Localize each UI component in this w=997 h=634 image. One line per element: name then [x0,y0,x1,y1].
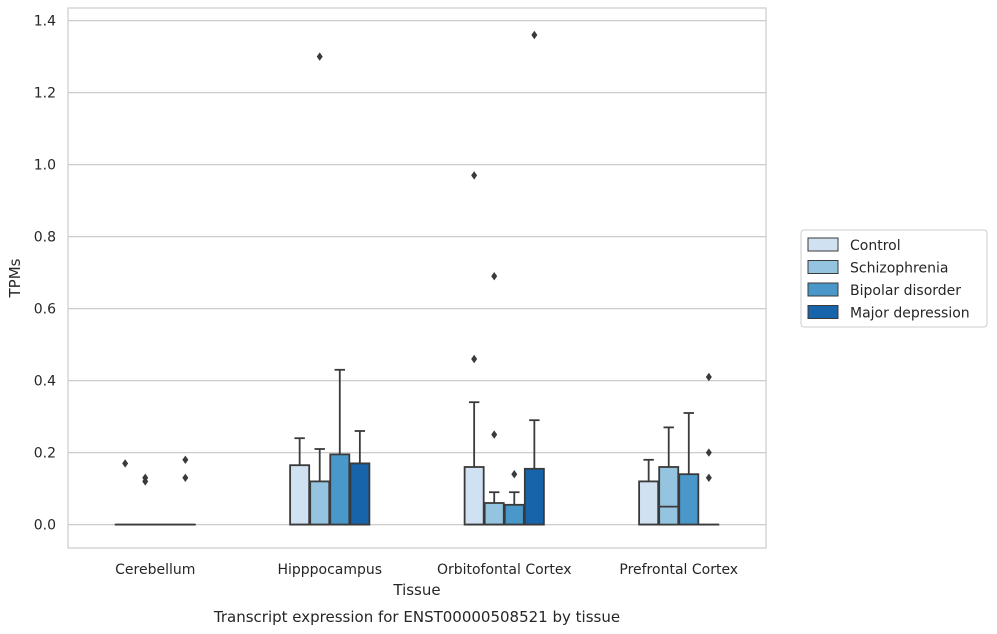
outlier-point [491,272,498,281]
outlier-point [316,52,323,61]
box [638,480,660,526]
y-tick-label: 1.2 [34,86,56,102]
box-bipolar-disorder [678,412,700,526]
outlier-point [705,448,712,457]
chart-caption: Transcript expression for ENST0000050852… [213,608,620,626]
outlier-point [182,473,189,482]
box [523,467,545,526]
outlier-point [705,372,712,382]
x-tick-label: Prefrontal Cortex [619,562,738,578]
box [329,453,351,526]
x-tick-labels: Cerebellum Hipppocampus Orbitofontal Corte… [115,562,738,578]
legend-label: Major depression [850,306,970,322]
outlier-point [122,459,129,468]
box [503,503,525,526]
legend-label: Bipolar disorder [850,283,961,299]
x-tick-label: Cerebellum [115,562,195,578]
box-bipolar-disorder [329,368,351,526]
box-major-depression [174,455,196,526]
y-tick-label: 0.2 [34,446,56,462]
legend-swatch [807,305,839,319]
box [658,466,680,526]
outlier-point [142,473,149,482]
y-tick-label: 0.6 [34,302,56,318]
outlier-point [182,455,189,464]
y-tick-label: 1.4 [34,14,56,30]
box-schizophrenia [134,473,156,526]
legend-swatch [807,260,839,274]
box-schizophrenia [309,52,331,526]
y-tick-label: 1.0 [34,158,56,174]
box [349,462,371,526]
box-control [289,437,311,526]
legend-frame [800,229,988,328]
x-axis-title: Tissue [392,581,440,599]
legend-swatch [807,237,839,252]
outlier-point [471,171,478,180]
legend-label: Schizophrenia [850,261,948,277]
box-control [463,171,485,526]
y-axis-title: TPMs [6,258,24,298]
outlier-point [705,473,712,482]
legend-swatch [807,282,839,297]
y-tick-labels: 0.0 0.2 0.4 0.6 0.8 1.0 1.2 1.4 [34,14,56,534]
box-control [638,458,660,526]
box-major-depression [349,430,371,526]
box-schizophrenia [483,272,505,526]
box-schizophrenia [658,426,680,526]
box [309,480,331,526]
x-tick-label: Hipppocampus [277,562,382,578]
box [463,466,485,526]
legend-label: Control [850,238,901,254]
box-major-depression [523,30,545,526]
outlier-point [471,354,478,364]
x-tick-label: Orbitofontal Cortex [437,562,572,578]
outlier-point [491,430,498,439]
outlier-point [511,470,518,479]
box [483,502,505,526]
box [289,464,311,526]
box-control [114,459,136,526]
y-tick-label: 0.0 [34,518,56,534]
box-bipolar-disorder [503,470,525,526]
y-tick-label: 0.8 [34,230,56,246]
outlier-point [531,30,538,40]
legend: Control Schizophrenia Bipolar disorder Majo… [800,229,988,328]
y-tick-label: 0.4 [34,374,56,390]
box [678,473,700,526]
box-series [114,30,720,526]
box-major-depression [698,372,720,526]
